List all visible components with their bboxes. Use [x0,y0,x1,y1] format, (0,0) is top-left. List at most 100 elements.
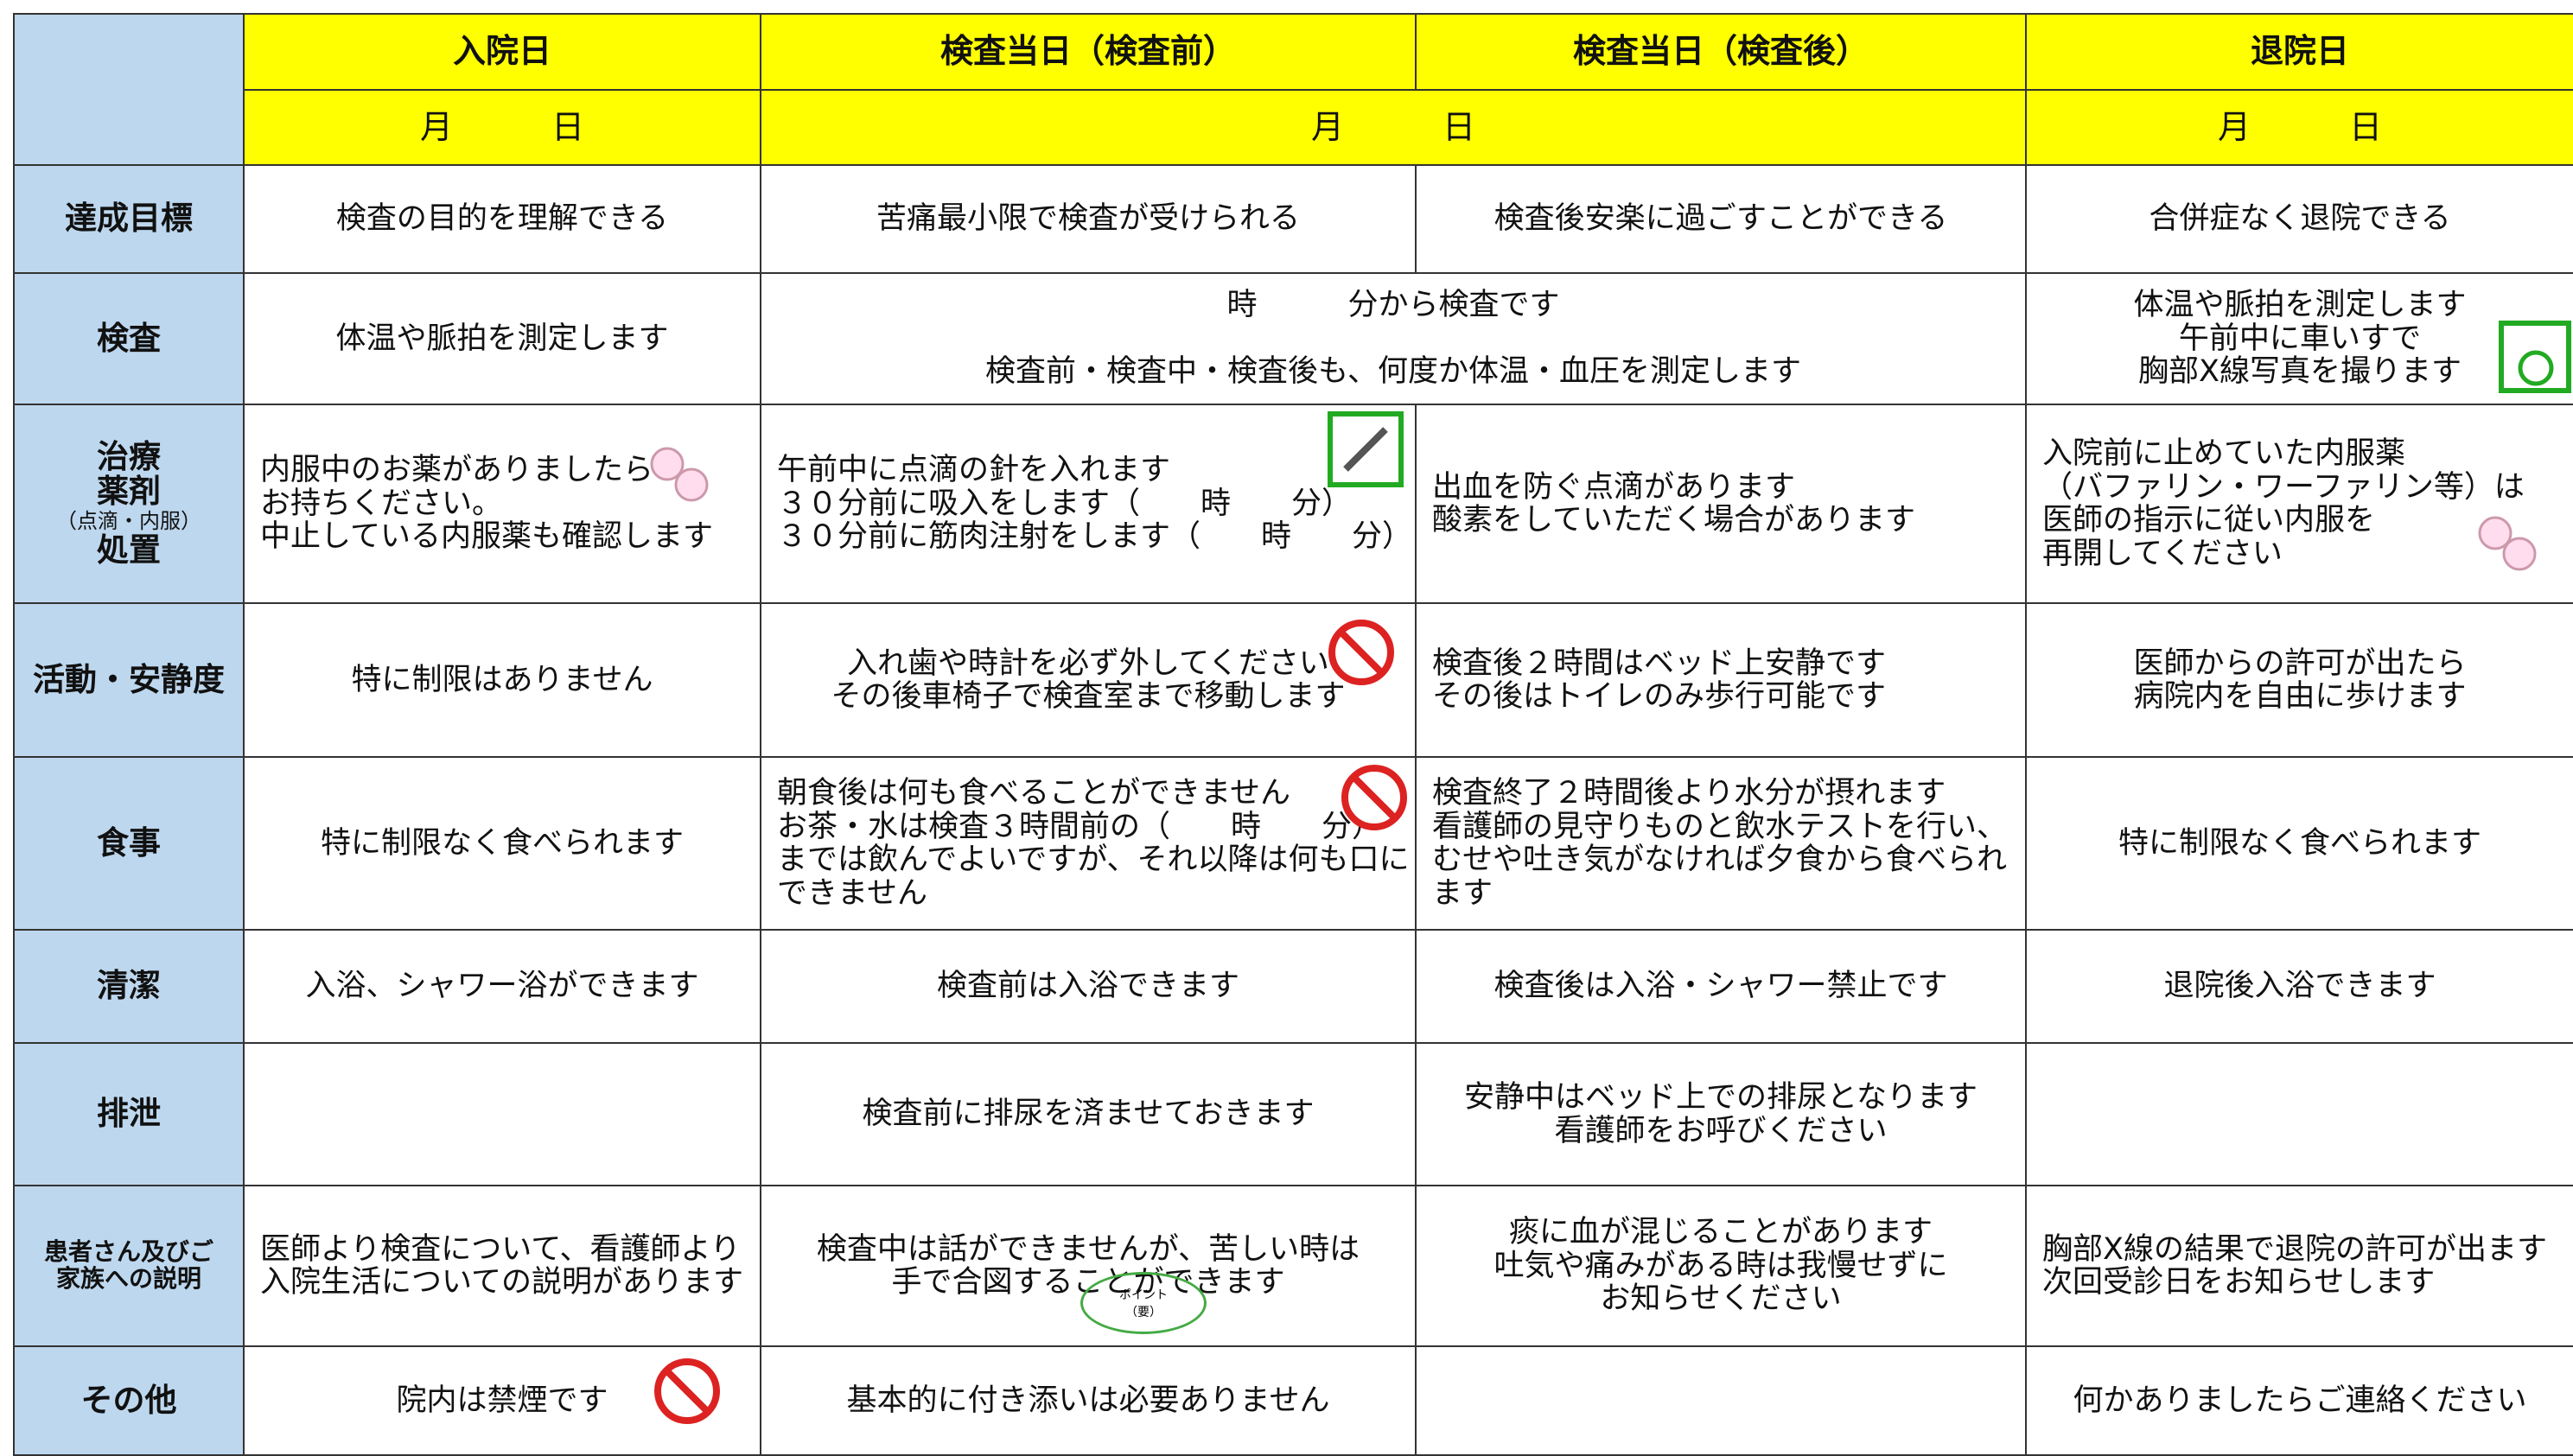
cell-text: 検査終了２時間後より水分が摂れます 看護師の見守りものと飲水テストを行い、 むせ… [1432,776,2008,911]
table-cell: 検査後は入浴・シャワー禁止です [1415,929,2027,1044]
cell-text: 検査後安楽に過ごすことができる [1493,201,1948,237]
column-header: 検査当日（検査後） [1415,13,2027,91]
cell-text: 検査当日（検査後） [1572,32,1869,71]
label-line: 薬剤 [97,473,161,511]
label-line: （点滴・内服） [56,509,201,534]
table-cell: 検査前は入浴できます [760,929,1417,1044]
cell-text: 検査 [97,319,161,357]
row-label: 治療 薬剤 （点滴・内服） 処置 [13,404,245,604]
cell-text: 特に制限なく食べられます [320,825,684,861]
table-cell [2025,1042,2573,1186]
table-cell: 出血を防ぐ点滴があります 酸素をしていただく場合があります [1415,404,2027,604]
no-drink-icon [1341,765,1407,830]
cell-text: 午前中に点滴の針を入れます ３０分前に吸入をします（ 時 分） ３０分前に筋肉注… [777,453,1413,555]
cell-text: 胸部X線の結果で退院の許可が出ます 次回受診日をお知らせします [2042,1231,2547,1300]
cell-text: 達成目標 [65,200,193,238]
table-cell: 体温や脈拍を測定します 午前中に車いすで 胸部X線写真を撮ります [2025,272,2573,405]
cell-text: 体温や脈拍を測定します [335,321,669,356]
table-cell: 検査終了２時間後より水分が摂れます 看護師の見守りものと飲水テストを行い、 むせ… [1415,756,2027,931]
cell-text: 退院日 [2250,32,2349,71]
cell-text: 検査当日（検査前） [939,32,1236,71]
table-cell: 基本的に付き添いは必要ありません [760,1345,1417,1456]
date-cell: 月 日 [2025,89,2573,166]
syringe-icon [1328,411,1404,487]
row-label: 食事 [13,756,245,931]
point-badge: ポイント （要） [1080,1272,1207,1334]
cell-text: 苦痛最小限で検査が受けられる [876,201,1300,237]
row-label: 達成目標 [13,164,245,274]
row-label: 清潔 [13,929,245,1044]
cell-text: 何かありましたらご連絡ください [2073,1383,2527,1418]
table-cell: 入れ歯や時計を必ず外してください その後車椅子で検査室まで移動します [760,602,1417,758]
row-label: 排泄 [13,1042,245,1186]
cell-text: 検査前は入浴できます [936,969,1239,1004]
cell-text: 退院後入浴できます [2163,969,2436,1004]
table-cell: 入院前に止めていた内服薬 （バファリン・ワーファリン等）は 医師の指示に従い内服… [2025,404,2573,604]
table-cell: 内服中のお薬がありましたら お持ちください。 中止している内服薬も確認します [243,404,761,604]
row-label: 患者さん及びご 家族への説明 [13,1185,245,1347]
table-cell: 何かありましたらご連絡ください [2025,1345,2573,1456]
table-cell: 胸部X線の結果で退院の許可が出ます 次回受診日をお知らせします [2025,1185,2573,1347]
cell-text: 検査後２時間はベッド上安静です その後はトイレのみ歩行可能です [1432,645,1887,714]
cell-text: 患者さん及びご 家族への説明 [43,1237,213,1293]
table-cell: 医師より検査について、看護師より 入院生活についての説明があります [243,1185,761,1347]
cell-text: 入院日 [452,32,551,71]
column-header: 入院日 [243,13,761,91]
pill-icon [650,447,709,502]
cell-text: 特に制限なく食べられます [2118,825,2481,861]
corner-cell [13,13,245,166]
cell-text: 食事 [97,823,161,862]
date-cell: 月 日 [243,89,761,166]
cell-text: 体温や脈拍を測定します 午前中に車いすで 胸部X線写真を撮ります [2133,288,2467,390]
table-cell: 入浴、シャワー浴ができます [243,929,761,1044]
table-cell: 特に制限はありません [243,602,761,758]
label-line: 治療 [97,437,161,475]
no-dentures-icon [1328,620,1394,685]
cell-text: 入れ歯や時計を必ず外してください その後車椅子で検査室まで移動します [831,645,1346,714]
row-label: その他 [13,1345,245,1456]
no-smoking-icon [654,1358,720,1424]
cell-text: 清潔 [97,967,161,1005]
cell-text: 基本的に付き添いは必要ありません [846,1383,1330,1418]
cell-text: 検査中は話ができませんが、苦しい時は 手で合図することができます [816,1231,1360,1300]
table-cell: 特に制限なく食べられます [2025,756,2573,931]
cell-text: 院内は禁煙です [396,1383,608,1418]
table-cell: 検査中は話ができませんが、苦しい時は 手で合図することができます [760,1185,1417,1347]
row-label: 活動・安静度 [13,602,245,758]
table-cell: 合併症なく退院できる [2025,164,2573,274]
cell-text: その他 [80,1381,177,1419]
column-header: 退院日 [2025,13,2573,91]
cell-text: 出血を防ぐ点滴があります 酸素をしていただく場合があります [1432,469,1915,537]
table-cell [243,1042,761,1186]
cell-text: 入浴、シャワー浴ができます [305,969,699,1004]
cell-text: 月 日 [2217,107,2382,146]
cell-text: 月 日 [419,107,584,146]
cell-text: 医師からの許可が出たら 病院内を自由に歩けます [2133,645,2467,714]
table-cell: 時 分から検査です 検査前・検査中・検査後も、何度か体温・血圧を測定します [760,272,2027,405]
table-cell: 体温や脈拍を測定します [243,272,761,405]
table-cell: 苦痛最小限で検査が受けられる [760,164,1417,274]
table-cell: 痰に血が混じることがあります 吐気や痛みがある時は我慢せずに お知らせください [1415,1185,2027,1347]
cell-text: 朝食後は何も食べることができません お茶・水は検査３時間前の（ 時 分） までは… [777,776,1410,911]
cell-text: 検査前に排尿を済ませておきます [862,1097,1315,1132]
cell-text: 痰に血が混じることがあります 吐気や痛みがある時は我慢せずに お知らせください [1493,1215,1948,1317]
table-cell: 午前中に点滴の針を入れます ３０分前に吸入をします（ 時 分） ３０分前に筋肉注… [760,404,1417,604]
table-cell: 退院後入浴できます [2025,929,2573,1044]
cell-text: 時 分から検査です 検査前・検査中・検査後も、何度か体温・血圧を測定します [985,288,1801,390]
cell-text: 医師より検査について、看護師より 入院生活についての説明があります [260,1231,743,1300]
table-cell: 安静中はベッド上での排尿となります 看護師をお呼びください [1415,1042,2027,1186]
cell-text: 内服中のお薬がありましたら お持ちください。 中止している内服薬も確認します [260,453,713,555]
table-cell: 検査の目的を理解できる [243,164,761,274]
label-line: 処置 [97,531,161,569]
table-cell: 検査前に排尿を済ませておきます [760,1042,1417,1186]
cell-text: 検査の目的を理解できる [335,201,669,237]
table-cell: 検査後２時間はベッド上安静です その後はトイレのみ歩行可能です [1415,602,2027,758]
cell-text: 安静中はベッド上での排尿となります 看護師をお呼びください [1464,1080,1978,1148]
cell-text: 特に制限はありません [351,662,653,697]
table-cell: 朝食後は何も食べることができません お茶・水は検査３時間前の（ 時 分） までは… [760,756,1417,931]
cell-text: 活動・安静度 [33,660,225,698]
table-cell: 検査後安楽に過ごすことができる [1415,164,2027,274]
column-header: 検査当日（検査前） [760,13,1417,91]
table-cell [1415,1345,2027,1456]
